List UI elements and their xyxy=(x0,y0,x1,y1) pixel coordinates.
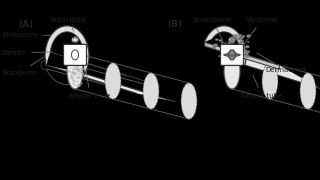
Ellipse shape xyxy=(226,55,228,56)
Ellipse shape xyxy=(246,35,251,37)
Ellipse shape xyxy=(241,44,244,46)
Ellipse shape xyxy=(236,38,240,40)
Ellipse shape xyxy=(237,46,242,49)
Ellipse shape xyxy=(228,56,230,58)
Ellipse shape xyxy=(228,37,236,43)
Ellipse shape xyxy=(143,73,159,109)
Ellipse shape xyxy=(220,45,223,47)
Ellipse shape xyxy=(230,40,234,43)
Ellipse shape xyxy=(241,46,245,49)
Ellipse shape xyxy=(105,63,121,99)
Text: Neural tube: Neural tube xyxy=(241,75,283,99)
Text: Myotome: Myotome xyxy=(244,17,278,45)
Ellipse shape xyxy=(181,83,197,119)
FancyBboxPatch shape xyxy=(63,44,86,65)
Text: Endoderm: Endoderm xyxy=(2,32,50,38)
Polygon shape xyxy=(46,65,175,102)
Text: Dermatome: Dermatome xyxy=(257,53,307,73)
Ellipse shape xyxy=(242,35,244,37)
Ellipse shape xyxy=(221,42,223,43)
Ellipse shape xyxy=(239,37,241,39)
Polygon shape xyxy=(45,26,89,74)
Ellipse shape xyxy=(246,51,250,53)
Ellipse shape xyxy=(215,39,219,41)
Ellipse shape xyxy=(228,50,236,60)
Ellipse shape xyxy=(213,44,217,47)
Ellipse shape xyxy=(238,34,242,37)
Ellipse shape xyxy=(240,49,244,51)
Ellipse shape xyxy=(226,55,229,56)
Text: Notochord: Notochord xyxy=(50,17,86,31)
Polygon shape xyxy=(204,42,279,69)
Ellipse shape xyxy=(230,53,233,55)
Ellipse shape xyxy=(262,63,278,99)
Text: (A): (A) xyxy=(18,20,33,29)
Text: (B): (B) xyxy=(167,20,182,29)
Ellipse shape xyxy=(73,38,77,42)
Ellipse shape xyxy=(224,50,227,51)
Ellipse shape xyxy=(222,46,226,48)
Ellipse shape xyxy=(67,53,83,89)
Ellipse shape xyxy=(231,54,234,56)
Ellipse shape xyxy=(240,36,244,39)
Ellipse shape xyxy=(221,52,226,55)
Ellipse shape xyxy=(238,37,242,40)
Ellipse shape xyxy=(236,48,239,50)
Ellipse shape xyxy=(220,55,225,58)
Ellipse shape xyxy=(233,35,238,38)
Text: Neural tube: Neural tube xyxy=(69,73,111,99)
Ellipse shape xyxy=(230,37,232,39)
Ellipse shape xyxy=(245,53,249,55)
Ellipse shape xyxy=(237,44,242,47)
Ellipse shape xyxy=(243,35,245,37)
Ellipse shape xyxy=(245,51,248,54)
Ellipse shape xyxy=(214,44,218,46)
Text: Sclerotome: Sclerotome xyxy=(192,17,232,40)
FancyBboxPatch shape xyxy=(220,44,244,65)
Ellipse shape xyxy=(230,38,234,42)
Text: Somite: Somite xyxy=(2,50,52,56)
Ellipse shape xyxy=(245,51,248,53)
Ellipse shape xyxy=(221,43,223,45)
Ellipse shape xyxy=(224,53,240,89)
Ellipse shape xyxy=(245,45,250,48)
Ellipse shape xyxy=(223,45,227,48)
Ellipse shape xyxy=(241,37,243,39)
Ellipse shape xyxy=(212,46,216,49)
Polygon shape xyxy=(204,26,246,65)
Ellipse shape xyxy=(228,42,231,44)
Polygon shape xyxy=(204,42,320,88)
Ellipse shape xyxy=(227,46,231,48)
Ellipse shape xyxy=(229,47,234,50)
Ellipse shape xyxy=(71,37,78,43)
Text: Ectoderm: Ectoderm xyxy=(2,57,44,76)
Ellipse shape xyxy=(231,38,236,41)
Ellipse shape xyxy=(246,55,249,58)
Ellipse shape xyxy=(242,40,244,42)
Ellipse shape xyxy=(71,50,78,60)
Ellipse shape xyxy=(242,55,244,57)
Ellipse shape xyxy=(228,53,231,55)
Ellipse shape xyxy=(300,73,316,109)
Ellipse shape xyxy=(219,55,221,57)
Ellipse shape xyxy=(224,43,227,45)
Ellipse shape xyxy=(219,39,222,42)
Ellipse shape xyxy=(244,50,247,52)
Ellipse shape xyxy=(247,41,250,42)
Ellipse shape xyxy=(236,54,239,56)
Ellipse shape xyxy=(239,41,243,43)
